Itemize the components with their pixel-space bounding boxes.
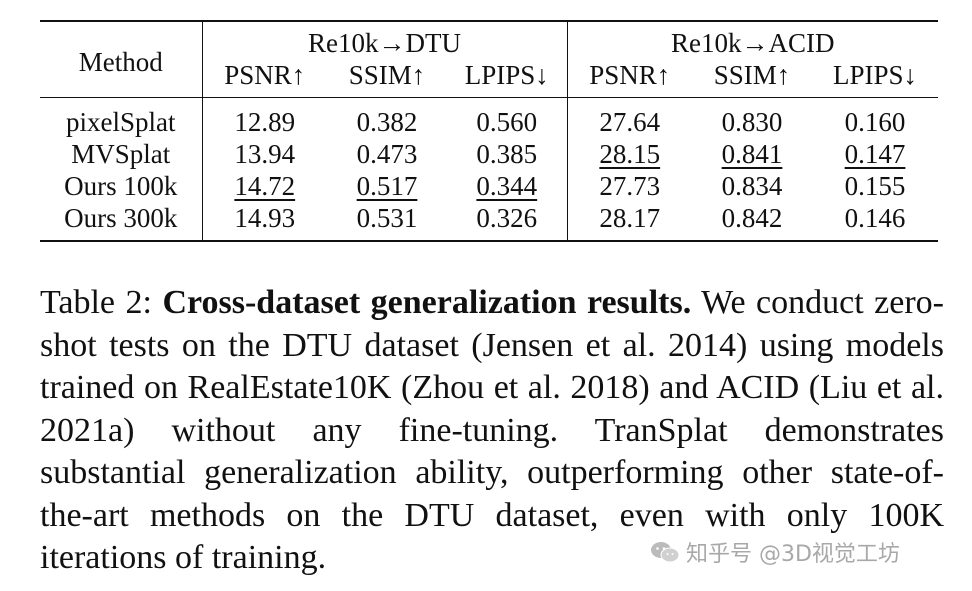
value-cell-second-best: 0.344 xyxy=(447,170,568,202)
value-cell-second-best: 14.72 xyxy=(234,170,296,201)
value-cell: 0.385 xyxy=(447,138,568,170)
caption-title: Cross-dataset generalization results. xyxy=(162,284,692,321)
value-cell-second-best: 0.841 xyxy=(721,138,783,169)
table-row: Ours 100k 14.72 0.517 0.344 27.73 0.834 … xyxy=(40,170,938,202)
value-cell-best: 0.146 xyxy=(844,202,906,233)
method-cell: pixelSplat xyxy=(40,97,203,138)
metric-header: SSIM↑ xyxy=(348,59,426,90)
value-cell-best: 28.17 xyxy=(599,202,661,233)
table-caption: Table 2: Cross-dataset generalization re… xyxy=(40,282,944,580)
value-cell: 0.473 xyxy=(356,138,418,169)
value-cell-second-best: 0.147 xyxy=(844,138,906,169)
value-cell: 13.94 xyxy=(234,138,296,169)
method-cell: Ours 100k xyxy=(40,170,203,202)
method-cell: MVSplat xyxy=(40,138,203,170)
method-header: Method xyxy=(40,21,203,98)
results-table-container: Method Re10k→DTU Re10k→ACID PSNR↑ SSIM↑ … xyxy=(40,20,939,242)
value-cell: 0.160 xyxy=(844,106,906,137)
value-cell: 0.560 xyxy=(447,97,568,138)
caption-body: We conduct zero-shot tests on the DTU da… xyxy=(40,284,944,576)
value-cell-second-best: 28.15 xyxy=(599,138,661,169)
value-cell-second-best: 0.517 xyxy=(356,170,418,201)
value-cell-best: 0.842 xyxy=(721,202,783,233)
group-header-acid: Re10k→ACID xyxy=(671,28,835,58)
value-cell-best: 14.93 xyxy=(234,202,296,233)
value-cell: 12.89 xyxy=(234,106,296,137)
value-cell: 27.64 xyxy=(599,106,661,137)
value-cell: 0.834 xyxy=(721,170,783,201)
watermark-text: 知乎号 @3D视觉工坊 xyxy=(686,542,900,567)
table-row: MVSplat 13.94 0.473 0.385 28.15 0.841 0.… xyxy=(40,138,938,170)
metric-header: PSNR↑ xyxy=(589,59,671,90)
results-table: Method Re10k→DTU Re10k→ACID PSNR↑ SSIM↑ … xyxy=(40,20,939,242)
watermark: 知乎号 @3D视觉工坊 xyxy=(650,536,900,568)
metric-header: LPIPS↓ xyxy=(832,59,918,90)
method-cell: Ours 300k xyxy=(40,202,203,241)
metric-header: LPIPS↓ xyxy=(447,59,568,98)
value-cell: 0.155 xyxy=(844,170,906,201)
value-cell: 0.830 xyxy=(721,106,783,137)
caption-label: Table 2: xyxy=(40,284,152,321)
table-row: pixelSplat 12.89 0.382 0.560 27.64 0.830… xyxy=(40,97,938,138)
group-header-dtu: Re10k→DTU xyxy=(202,21,568,59)
value-cell: 0.382 xyxy=(356,106,418,137)
value-cell-best: 0.531 xyxy=(356,202,418,233)
metric-header: PSNR↑ xyxy=(224,59,306,90)
metric-header: SSIM↑ xyxy=(713,59,791,90)
value-cell-best: 0.326 xyxy=(447,202,568,241)
table-row: Ours 300k 14.93 0.531 0.326 28.17 0.842 … xyxy=(40,202,939,241)
wechat-icon xyxy=(651,542,680,563)
value-cell: 27.73 xyxy=(599,170,661,201)
